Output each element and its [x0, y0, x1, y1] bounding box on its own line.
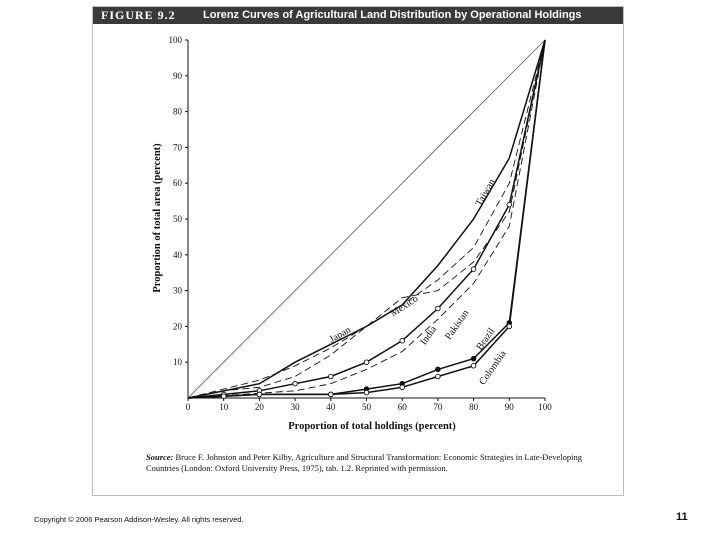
x-axis-label: Proportion of total holdings (percent) [288, 421, 456, 432]
series-line-pakistan [187, 39, 546, 399]
equality-line [187, 39, 546, 399]
series-line-japan [187, 39, 546, 399]
x-tick-label: 70 [433, 402, 443, 412]
x-tick-label: 0 [186, 402, 191, 412]
x-tick-label: 10 [219, 402, 229, 412]
x-tick-label: 60 [398, 402, 408, 412]
series-pakistan [187, 39, 546, 399]
slide-number: 11 [676, 511, 688, 523]
chart-series [187, 39, 546, 399]
data-point [399, 384, 405, 391]
data-point [328, 373, 334, 380]
y-tick-label: 10 [173, 357, 183, 367]
y-tick-label: 80 [173, 107, 183, 117]
data-point [435, 305, 441, 312]
y-axis-label: Proportion of total area (percent) [152, 143, 163, 293]
series-colombia [187, 39, 546, 399]
source-note: Source: Bruce F. Johnston and Peter Kilb… [146, 452, 596, 474]
data-point [506, 201, 513, 208]
series-label-japan: Japan [328, 325, 353, 346]
series-line-colombia [187, 39, 546, 399]
data-point [506, 323, 513, 330]
series-label-pakistan: Pakistan [443, 308, 471, 342]
y-tick-label: 90 [173, 71, 183, 81]
data-point [470, 355, 477, 362]
x-tick-label: 80 [469, 402, 479, 412]
x-tick-label: 40 [326, 402, 336, 412]
series-japan [187, 39, 546, 399]
figure-header: FIGURE 9.2 Lorenz Curves of Agricultural… [93, 7, 623, 24]
data-point [399, 337, 405, 344]
source-label: Source: [146, 452, 174, 462]
x-tick-label: 20 [255, 402, 265, 412]
data-point [363, 359, 370, 365]
y-tick-label: 30 [173, 286, 183, 296]
x-tick-label: 30 [291, 402, 301, 412]
series-mexico [187, 39, 546, 399]
data-point [256, 391, 263, 398]
source-text: Bruce F. Johnston and Peter Kilby, Agric… [146, 452, 582, 473]
figure-label: FIGURE 9.2 [101, 8, 176, 22]
y-tick-label: 60 [173, 178, 183, 188]
data-point [470, 266, 477, 272]
data-point [363, 389, 370, 396]
data-point [328, 391, 334, 398]
y-tick-label: 100 [169, 35, 183, 45]
figure-title: Lorenz Curves of Agricultural Land Distr… [203, 9, 582, 21]
x-tick-label: 50 [362, 402, 372, 412]
x-tick-label: 90 [505, 402, 515, 412]
data-point [435, 366, 441, 373]
series-line-mexico [187, 39, 546, 399]
data-point [292, 380, 298, 387]
x-tick-label: 100 [538, 402, 552, 412]
data-point [470, 363, 477, 369]
chart-ticks: 0 10 20 30 40 50 60 70 80 90 100 10 20 30 40 50 60 70 80 90… [169, 35, 553, 412]
series-label-taiwan: Taiwan [474, 177, 498, 208]
data-point [220, 393, 227, 399]
series-label-colombia: Colombia [477, 348, 509, 387]
y-tick-label: 20 [173, 321, 183, 331]
series-label-india: India [418, 324, 439, 348]
footer-copyright: Copyright © 2006 Pearson Addison-Wesley.… [34, 515, 244, 524]
y-tick-label: 40 [173, 250, 183, 260]
y-tick-label: 50 [173, 214, 183, 224]
y-tick-label: 70 [173, 142, 183, 152]
data-point [435, 373, 441, 380]
chart-axes [187, 39, 546, 399]
